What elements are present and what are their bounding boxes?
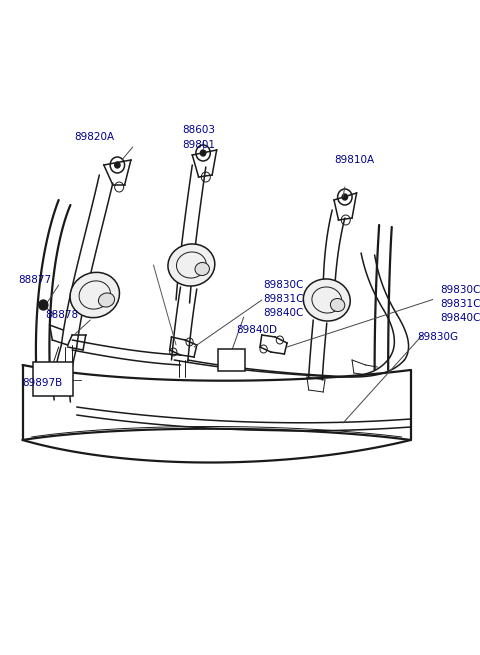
Text: 89830C: 89830C — [264, 280, 304, 290]
Ellipse shape — [98, 293, 115, 307]
Text: 88878: 88878 — [45, 310, 78, 320]
Text: 89820A: 89820A — [74, 132, 114, 142]
Text: 89897B: 89897B — [23, 378, 63, 388]
Ellipse shape — [330, 299, 345, 312]
FancyBboxPatch shape — [217, 349, 245, 371]
Text: 89831C: 89831C — [441, 299, 480, 309]
Ellipse shape — [303, 279, 350, 321]
Ellipse shape — [168, 244, 215, 286]
Ellipse shape — [79, 281, 110, 309]
Text: 88877: 88877 — [18, 275, 51, 285]
Text: 89840C: 89840C — [441, 313, 480, 323]
Text: 89801: 89801 — [182, 140, 216, 150]
Text: 89810A: 89810A — [334, 155, 374, 165]
Circle shape — [342, 194, 348, 200]
Circle shape — [39, 300, 48, 310]
Ellipse shape — [195, 263, 209, 276]
Ellipse shape — [177, 252, 206, 278]
Text: 89830C: 89830C — [441, 285, 480, 295]
Ellipse shape — [70, 272, 120, 318]
Circle shape — [115, 162, 120, 168]
FancyBboxPatch shape — [34, 362, 73, 396]
Circle shape — [201, 150, 206, 156]
Text: 89830G: 89830G — [417, 332, 458, 342]
Ellipse shape — [312, 287, 342, 313]
Text: 88603: 88603 — [182, 125, 216, 135]
Text: 89840C: 89840C — [264, 308, 304, 318]
Text: 89840D: 89840D — [237, 325, 277, 335]
Text: 89831C: 89831C — [264, 294, 304, 304]
